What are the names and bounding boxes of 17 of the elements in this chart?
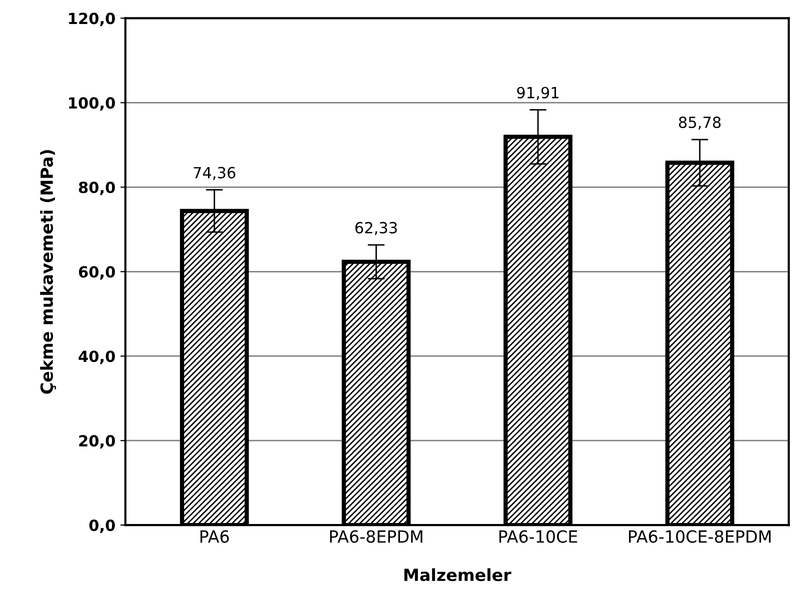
data-label: 85,78 [678,116,721,130]
x-tick-label: PA6-8EPDM [330,530,422,543]
y-tick-label: 0,0 [89,520,115,534]
x-tick-label: PA6 [200,530,229,543]
data-label: 91,91 [517,86,558,100]
x-axis-title: Malzemeler [404,568,512,582]
data-label: 74,36 [194,166,236,180]
y-tick-label: 40,0 [78,350,115,364]
y-tick-label: 20,0 [79,435,115,449]
data-label: 62,33 [355,222,397,236]
x-tick-label: PA6-10CE-8EPDM [629,530,771,543]
y-tick-label: 60,0 [78,266,115,280]
y-tick-label: 100,0 [69,97,115,111]
y-axis-title: Çekme mukavemeti (MPa) [40,150,56,394]
x-tick-label: PA6-10CE [499,530,578,543]
y-tick-label: 120,0 [69,12,115,26]
y-tick-label: 80,0 [78,182,115,196]
